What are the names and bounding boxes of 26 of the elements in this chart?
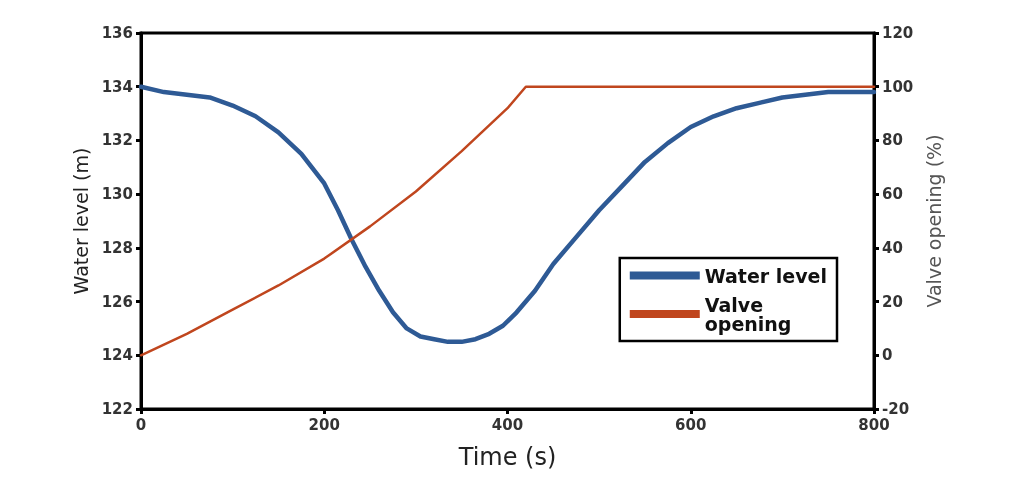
x-tick-label: 0 (135, 415, 147, 434)
y-tick-label: 130 (101, 185, 133, 204)
y-tick-label: 128 (101, 238, 133, 257)
y-tick-label: 132 (101, 131, 133, 150)
y2-tick-label: -20 (882, 400, 910, 418)
y2-tick-label: 80 (882, 131, 903, 150)
y2-tick-label: 100 (882, 77, 914, 96)
x-tick-label: 600 (675, 415, 707, 434)
y-tick-label: 126 (101, 292, 133, 311)
x-axis-title: Time (s) (457, 443, 557, 471)
x-tick-label: 200 (308, 415, 340, 434)
y-tick-label: 136 (101, 24, 133, 42)
y2-tick-label: 20 (882, 292, 903, 311)
x-tick-label: 800 (858, 415, 890, 434)
y-tick-label: 134 (101, 77, 133, 96)
y-tick-label: 122 (101, 400, 133, 418)
y-tick-label: 124 (101, 346, 133, 365)
y2-axis-title: Valve opening (%) (922, 134, 945, 308)
y-axis-title: Water level (m) (70, 147, 93, 295)
y2-tick-label: 60 (882, 185, 903, 204)
y2-tick-label: 120 (882, 24, 914, 42)
legend-label: Valve opening (704, 293, 792, 335)
y2-tick-label: 40 (882, 238, 903, 257)
y2-tick-label: 0 (882, 346, 893, 365)
x-tick-label: 400 (491, 415, 524, 434)
legend-label: Water level (704, 264, 828, 287)
